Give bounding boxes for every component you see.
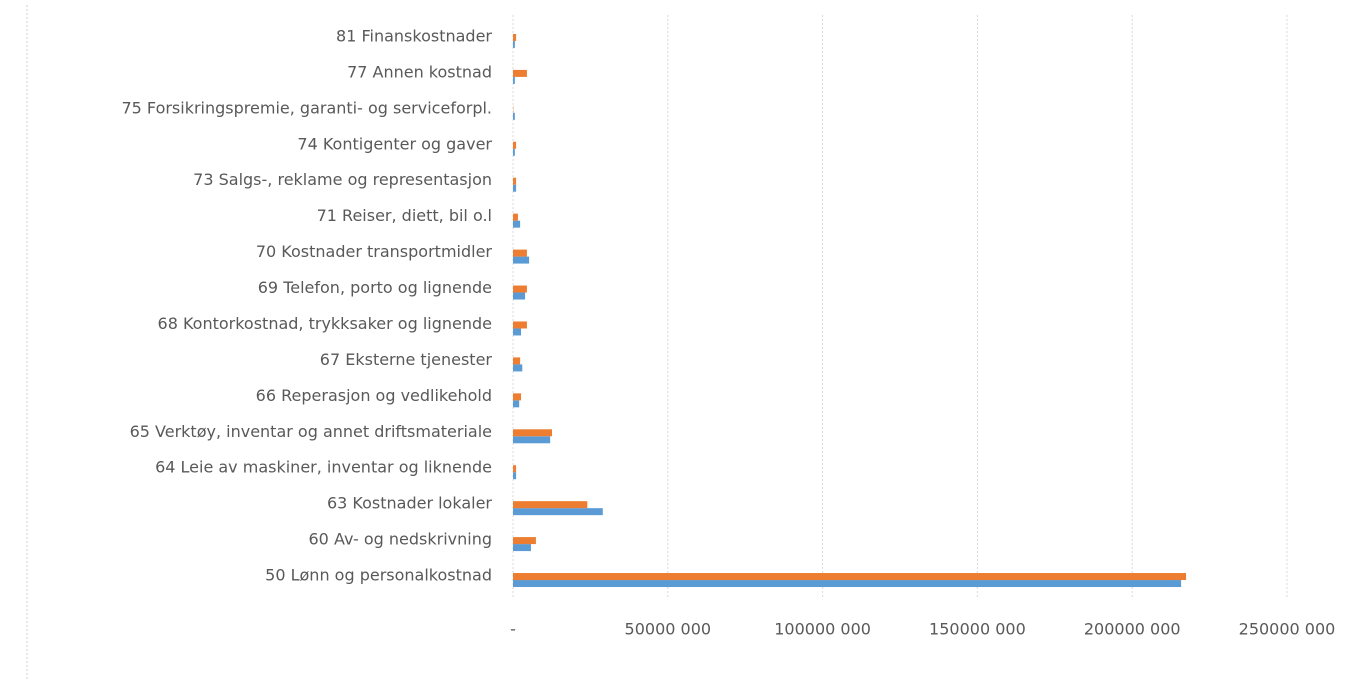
- bar: [513, 501, 588, 509]
- bar: [513, 148, 515, 156]
- bar: [513, 141, 517, 149]
- bar: [513, 69, 527, 77]
- y-tick-label: 65 Verktøy, inventar og annet driftsmate…: [130, 422, 492, 441]
- bar: [513, 544, 531, 552]
- bar: [513, 580, 1182, 588]
- bar: [513, 184, 517, 192]
- y-tick-label: 63 Kostnader lokaler: [327, 494, 492, 513]
- y-tick-label: 66 Reperasjon og vedlikehold: [256, 386, 492, 405]
- y-tick-label: 64 Leie av maskiner, inventar og liknend…: [155, 458, 492, 477]
- y-tick-label: 67 Eksterne tjenester: [320, 350, 493, 369]
- x-tick-label: -: [510, 620, 516, 639]
- bar: [513, 573, 1187, 581]
- bar: [513, 321, 527, 329]
- bar: [513, 213, 518, 221]
- bar: [513, 220, 521, 228]
- y-tick-label: 74 Kontigenter og gaver: [297, 134, 492, 153]
- bar: [513, 292, 526, 300]
- x-tick-label: 250000 000: [1239, 620, 1336, 639]
- x-tick-label: 200000 000: [1084, 620, 1181, 639]
- y-tick-label: 69 Telefon, porto og lignende: [258, 278, 492, 297]
- bar: [513, 249, 527, 257]
- y-tick-label: 81 Finanskostnader: [336, 26, 492, 45]
- bar: [513, 256, 530, 264]
- bar: [513, 508, 603, 516]
- x-tick-label: 100000 000: [774, 620, 871, 639]
- bar: [513, 40, 515, 48]
- bar: [513, 537, 536, 545]
- y-tick-label: 73 Salgs-, reklame og representasjon: [193, 170, 492, 189]
- bar: [513, 400, 520, 408]
- y-tick-label: 77 Annen kostnad: [347, 62, 492, 81]
- y-tick-label: 70 Kostnader transportmidler: [256, 242, 493, 261]
- bar: [513, 364, 523, 372]
- y-tick-label: 71 Reiser, diett, bil o.l: [317, 206, 492, 225]
- bar: [513, 177, 517, 185]
- x-tick-label: 150000 000: [929, 620, 1026, 639]
- bar: [513, 393, 522, 401]
- bar: [513, 429, 553, 437]
- bar: [513, 33, 517, 41]
- bar: [513, 472, 517, 480]
- bar: [513, 76, 515, 84]
- bar: [513, 285, 527, 293]
- x-tick-label: 50000 000: [625, 620, 712, 639]
- y-tick-label: 60 Av- og nedskrivning: [309, 530, 493, 549]
- y-tick-label: 75 Forsikringspremie, garanti- og servic…: [121, 98, 492, 117]
- bar: [513, 328, 522, 336]
- bar: [513, 357, 521, 365]
- bar: [513, 112, 515, 120]
- bar: [513, 436, 551, 444]
- y-tick-label: 50 Lønn og personalkostnad: [265, 566, 492, 585]
- bar: [513, 465, 517, 473]
- y-tick-label: 68 Kontorkostnad, trykksaker og lignende: [158, 314, 492, 333]
